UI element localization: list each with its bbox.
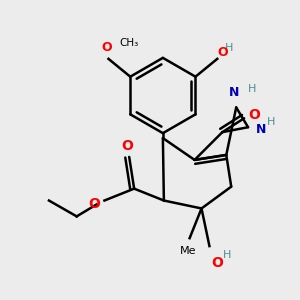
Text: H: H <box>267 117 275 127</box>
Text: H: H <box>223 250 232 260</box>
Text: N: N <box>256 123 266 136</box>
Text: Me: Me <box>179 246 196 256</box>
Text: O: O <box>101 41 112 54</box>
Text: H: H <box>248 83 256 94</box>
Text: CH₃: CH₃ <box>119 38 139 48</box>
Text: H: H <box>225 43 234 53</box>
Text: N: N <box>229 86 239 100</box>
Text: O: O <box>88 197 101 212</box>
Text: O: O <box>121 139 133 153</box>
Text: O: O <box>217 46 228 59</box>
Text: O: O <box>248 108 260 122</box>
Text: O: O <box>212 256 223 270</box>
